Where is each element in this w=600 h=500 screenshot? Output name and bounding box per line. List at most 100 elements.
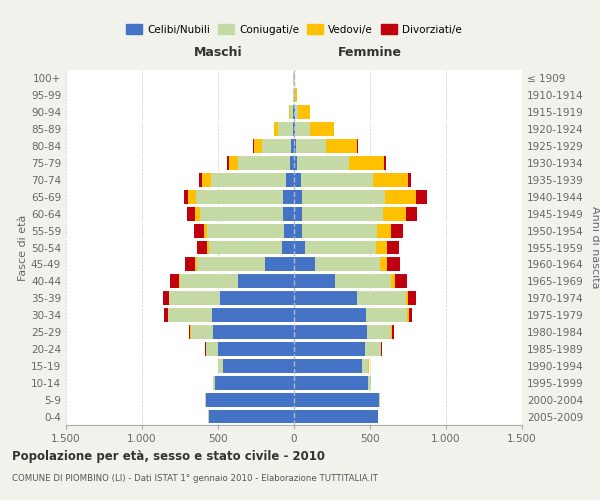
Bar bbox=[391, 274, 395, 288]
Bar bbox=[384, 156, 386, 170]
Bar bbox=[184, 190, 188, 203]
Bar bbox=[407, 308, 409, 322]
Bar bbox=[202, 173, 211, 187]
Bar bbox=[365, 342, 380, 356]
Bar bbox=[212, 308, 294, 322]
Bar bbox=[294, 190, 302, 203]
Bar bbox=[194, 224, 203, 237]
Bar bbox=[293, 106, 294, 119]
Bar bbox=[408, 292, 416, 305]
Bar bbox=[214, 325, 294, 339]
Bar bbox=[406, 292, 408, 305]
Bar bbox=[265, 258, 294, 272]
Bar bbox=[188, 190, 196, 203]
Bar bbox=[377, 224, 391, 237]
Bar bbox=[385, 190, 416, 203]
Bar bbox=[294, 392, 379, 406]
Bar bbox=[274, 122, 278, 136]
Bar bbox=[185, 258, 195, 272]
Bar bbox=[197, 258, 265, 272]
Bar bbox=[294, 139, 296, 153]
Bar bbox=[294, 258, 315, 272]
Bar bbox=[376, 240, 387, 254]
Bar bbox=[294, 240, 305, 254]
Bar bbox=[373, 173, 408, 187]
Y-axis label: Anni di nascita: Anni di nascita bbox=[590, 206, 600, 289]
Bar bbox=[356, 139, 358, 153]
Bar bbox=[286, 173, 294, 187]
Bar bbox=[409, 308, 412, 322]
Text: Maschi: Maschi bbox=[194, 46, 242, 59]
Bar bbox=[168, 308, 212, 322]
Bar bbox=[189, 325, 190, 339]
Bar bbox=[284, 224, 294, 237]
Bar bbox=[315, 258, 380, 272]
Bar bbox=[416, 190, 427, 203]
Bar bbox=[294, 173, 301, 187]
Bar bbox=[367, 325, 391, 339]
Bar bbox=[294, 308, 366, 322]
Bar bbox=[296, 139, 326, 153]
Bar bbox=[290, 106, 293, 119]
Bar bbox=[170, 274, 179, 288]
Text: Popolazione per età, sesso e stato civile - 2010: Popolazione per età, sesso e stato civil… bbox=[12, 450, 325, 463]
Bar bbox=[294, 376, 368, 390]
Bar bbox=[229, 156, 238, 170]
Bar bbox=[368, 376, 371, 390]
Bar bbox=[227, 156, 229, 170]
Bar bbox=[206, 342, 218, 356]
Bar bbox=[191, 325, 214, 339]
Bar bbox=[179, 274, 180, 288]
Bar bbox=[199, 173, 202, 187]
Bar bbox=[195, 258, 197, 272]
Bar bbox=[209, 410, 294, 424]
Bar bbox=[200, 207, 283, 220]
Bar bbox=[294, 106, 295, 119]
Bar bbox=[298, 106, 310, 119]
Bar bbox=[220, 292, 294, 305]
Bar bbox=[391, 224, 403, 237]
Bar bbox=[218, 359, 223, 373]
Legend: Celibi/Nubili, Coniugati/e, Vedovi/e, Divorziati/e: Celibi/Nubili, Coniugati/e, Vedovi/e, Di… bbox=[122, 20, 466, 38]
Bar bbox=[294, 292, 357, 305]
Bar bbox=[383, 207, 406, 220]
Bar bbox=[391, 325, 392, 339]
Bar bbox=[381, 342, 382, 356]
Bar bbox=[187, 207, 195, 220]
Bar bbox=[293, 122, 294, 136]
Bar bbox=[294, 224, 302, 237]
Bar bbox=[215, 376, 294, 390]
Bar bbox=[294, 156, 298, 170]
Bar bbox=[379, 392, 380, 406]
Bar bbox=[295, 106, 298, 119]
Bar bbox=[298, 156, 349, 170]
Bar bbox=[326, 139, 356, 153]
Bar bbox=[362, 359, 368, 373]
Bar bbox=[211, 173, 286, 187]
Bar bbox=[278, 122, 293, 136]
Bar bbox=[302, 207, 383, 220]
Bar bbox=[335, 274, 391, 288]
Bar bbox=[290, 156, 294, 170]
Bar bbox=[395, 274, 407, 288]
Bar bbox=[195, 207, 200, 220]
Bar bbox=[388, 258, 400, 272]
Bar bbox=[349, 156, 384, 170]
Y-axis label: Fasce di età: Fasce di età bbox=[18, 214, 28, 280]
Bar bbox=[164, 308, 167, 322]
Bar bbox=[294, 207, 302, 220]
Bar bbox=[406, 207, 417, 220]
Bar bbox=[380, 258, 388, 272]
Bar bbox=[357, 292, 406, 305]
Bar bbox=[197, 240, 206, 254]
Bar bbox=[262, 139, 291, 153]
Bar bbox=[302, 190, 385, 203]
Bar bbox=[180, 274, 238, 288]
Bar bbox=[294, 410, 377, 424]
Bar bbox=[209, 240, 282, 254]
Bar bbox=[295, 88, 298, 102]
Bar bbox=[291, 139, 294, 153]
Bar bbox=[302, 224, 377, 237]
Bar bbox=[206, 224, 284, 237]
Bar bbox=[196, 190, 283, 203]
